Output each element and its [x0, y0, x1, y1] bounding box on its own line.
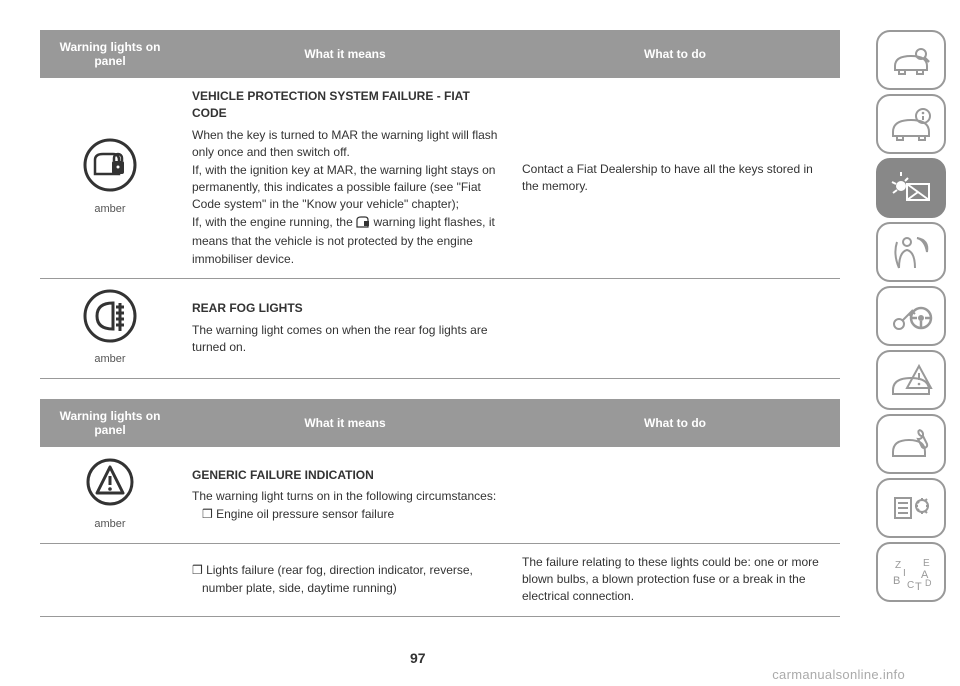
warning-table-1: Warning lights on panel What it means Wh…	[40, 30, 840, 379]
tab-index[interactable]: ZBCITEAD	[876, 542, 946, 602]
generic-failure-icon	[85, 457, 135, 512]
sidebar-nav: ZBCITEAD	[876, 30, 946, 602]
row-action: The failure relating to these lights cou…	[510, 543, 840, 616]
watermark: carmanualsonline.info	[772, 667, 905, 682]
header-means: What it means	[180, 399, 510, 447]
svg-text:C: C	[907, 580, 914, 591]
header-todo: What to do	[510, 30, 840, 78]
amber-label: amber	[94, 517, 125, 533]
svg-text:E: E	[923, 558, 930, 569]
vehicle-code-icon	[83, 138, 137, 197]
table-row: ❒ Lights failure (rear fog, direction in…	[40, 543, 840, 616]
row-bullet: ❒ Lights failure (rear fog, direction in…	[192, 562, 498, 597]
svg-text:I: I	[903, 568, 906, 579]
row-text: The warning light turns on in the follow…	[192, 489, 496, 503]
header-panel: Warning lights on panel	[40, 399, 180, 447]
warning-table-2: Warning lights on panel What it means Wh…	[40, 399, 840, 617]
row-text: When the key is turned to MAR the warnin…	[192, 128, 497, 159]
svg-text:Z: Z	[895, 560, 901, 571]
table-row: amber VEHICLE PROTECTION SYSTEM FAILURE …	[40, 78, 840, 278]
page-number: 97	[410, 650, 426, 666]
svg-text:T: T	[915, 581, 922, 592]
row-action: Contact a Fiat Dealership to have all th…	[510, 78, 840, 278]
amber-label: amber	[94, 202, 125, 218]
row-title: GENERIC FAILURE INDICATION	[192, 467, 498, 484]
row-title: REAR FOG LIGHTS	[192, 300, 498, 317]
table-row: amber GENERIC FAILURE INDICATION The war…	[40, 447, 840, 543]
header-means: What it means	[180, 30, 510, 78]
tab-safety[interactable]	[876, 222, 946, 282]
vehicle-code-inline-icon	[356, 216, 370, 233]
tab-hazard[interactable]	[876, 350, 946, 410]
tab-key-steering[interactable]	[876, 286, 946, 346]
header-todo: What to do	[510, 399, 840, 447]
svg-text:B: B	[893, 575, 900, 587]
row-bullet: ❒ Engine oil pressure sensor failure	[192, 507, 394, 521]
tab-warning-lights[interactable]	[876, 158, 946, 218]
amber-label: amber	[94, 352, 125, 368]
tab-specs[interactable]	[876, 478, 946, 538]
row-text: If, with the ignition key at MAR, the wa…	[192, 163, 495, 212]
row-title: VEHICLE PROTECTION SYSTEM FAILURE - FIAT…	[192, 88, 498, 123]
table-row: amber REAR FOG LIGHTS The warning light …	[40, 278, 840, 378]
row-text: The warning light comes on when the rear…	[192, 323, 488, 354]
row-text: If, with the engine running, the	[192, 215, 356, 229]
svg-text:D: D	[925, 578, 932, 588]
tab-vehicle-search[interactable]	[876, 30, 946, 90]
tab-vehicle-info[interactable]	[876, 94, 946, 154]
header-panel: Warning lights on panel	[40, 30, 180, 78]
rear-fog-icon	[83, 289, 137, 348]
tab-service[interactable]	[876, 414, 946, 474]
